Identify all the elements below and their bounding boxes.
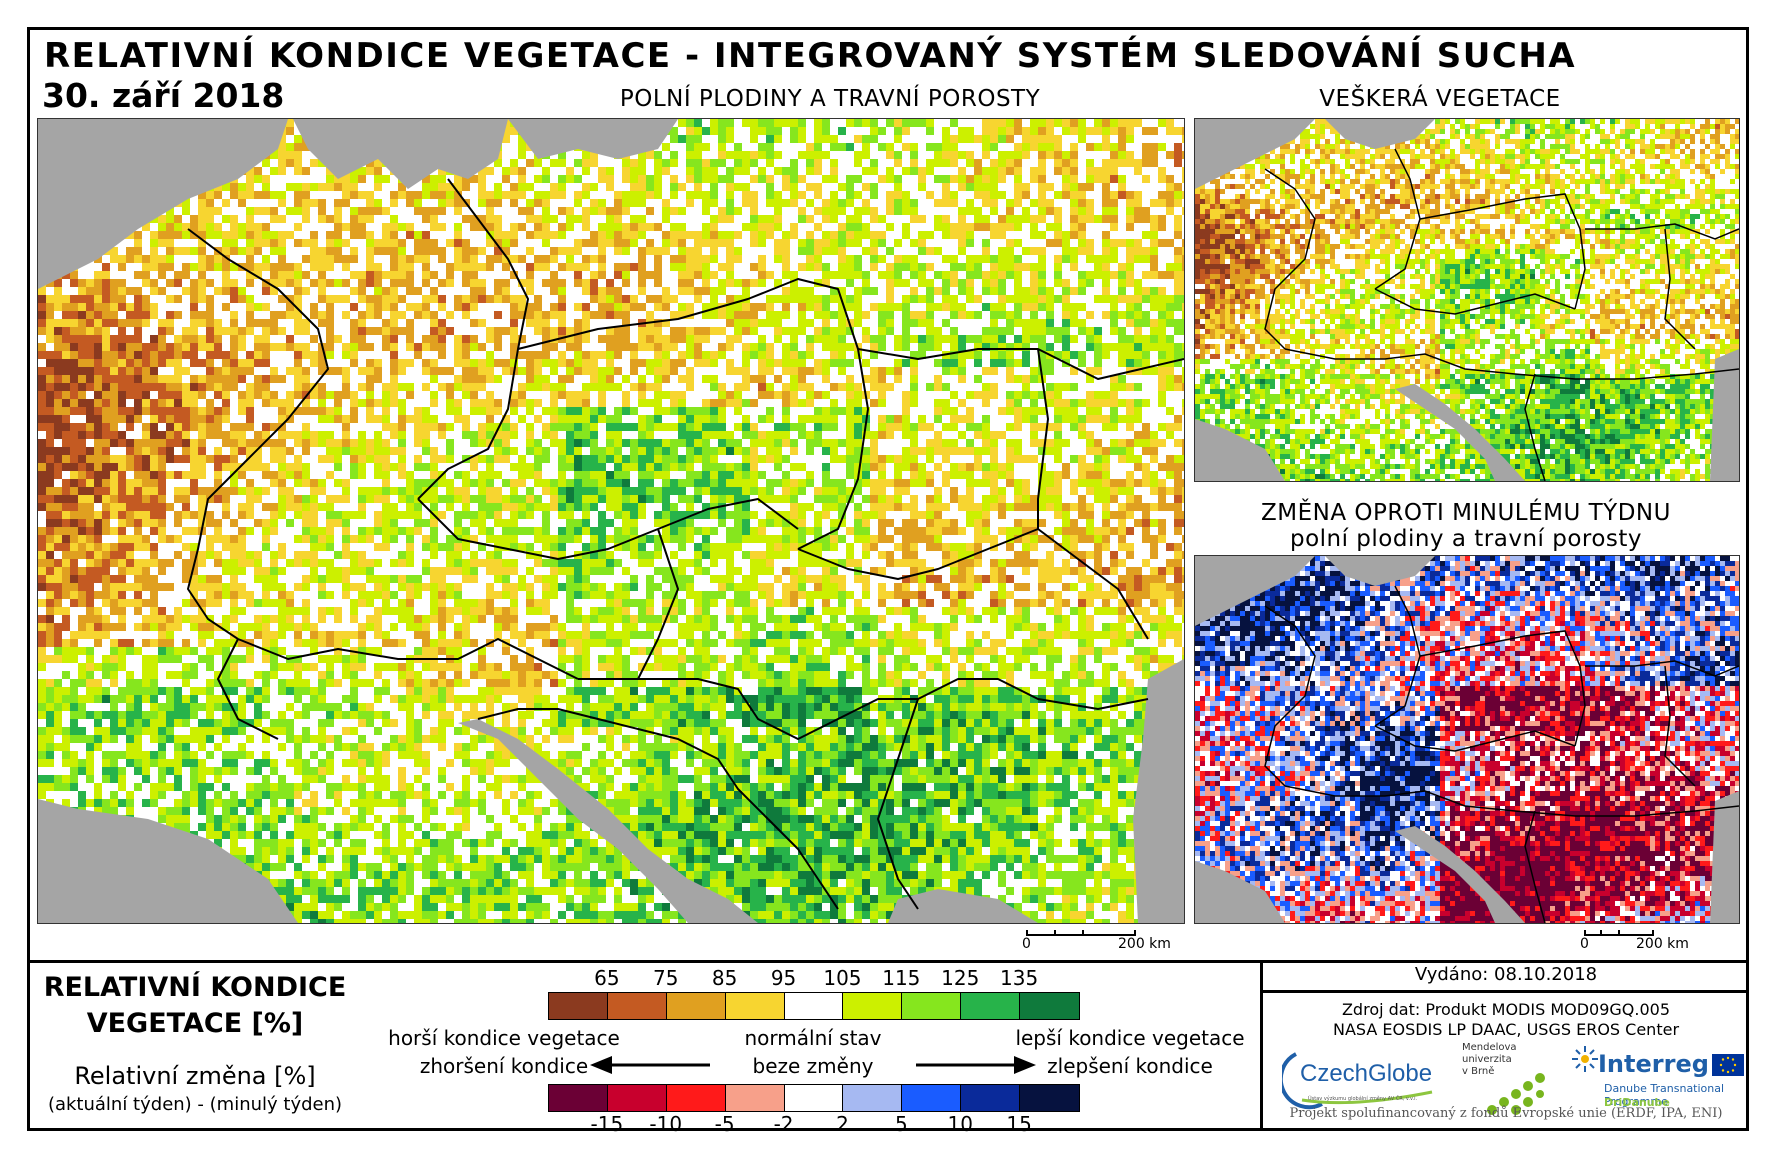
main-map-title: POLNÍ PLODINY A TRAVNÍ POROSTY [580,86,1080,112]
change-map [1194,555,1740,924]
czechglobe-logo: CzechGlobe Ústav výzkumu globální změny … [1278,1048,1452,1110]
arrow-right-icon [916,1056,1036,1074]
change-tick-label: 15 [1006,1112,1031,1136]
change-swatch [902,1085,962,1111]
change-legend-title: Relativní změna [%] [36,1062,354,1090]
scale-bar-line [1026,930,1136,936]
map-date: 30. září 2018 [42,76,284,115]
better-change-label: zlepšení kondice [1030,1054,1230,1078]
interreg-star-icon [1572,1046,1598,1072]
condition-swatch [725,993,785,1019]
mendel-dots-icon [1487,1073,1545,1115]
main-map [37,118,1185,924]
condition-tick-label: 75 [653,966,678,990]
scale-end-label: 200 km [1636,936,1689,952]
condition-tick-label: 85 [712,966,737,990]
change-map-subtitle: polní plodiny a travní porosty [1194,526,1738,552]
change-swatch [784,1085,844,1111]
condition-swatch [843,993,903,1019]
all-vegetation-map [1194,118,1740,482]
change-swatch [843,1085,903,1111]
condition-tick-label: 65 [594,966,619,990]
data-source-line2: NASA EOSDIS LP DAAC, USGS EROS Center [1263,1020,1749,1039]
condition-swatch [666,993,726,1019]
worse-condition-label: horší kondice vegetace [384,1026,624,1050]
legend-title-line2: VEGETACE [%] [36,1008,354,1039]
all-vegetation-map-title: VEŠKERÁ VEGETACE [1215,86,1665,112]
interreg-logo-text: Interreg [1598,1050,1709,1078]
change-tick-label: 5 [895,1112,908,1136]
change-tick-label: -15 [591,1112,624,1136]
change-swatch [961,1085,1020,1111]
mendel-university-logo: Mendelova univerzita v Brně [1462,1042,1552,1116]
condition-swatch [961,993,1020,1019]
funding-note: Projekt spolufinancovaný z fondů Evropsk… [1263,1106,1749,1121]
figure-frame: RELATIVNÍ KONDICE VEGETACE - INTEGROVANÝ… [27,27,1749,1136]
main-map-raster [38,119,1184,923]
legend-divider [30,960,1746,963]
czechglobe-logo-text: CzechGlobe [1300,1060,1432,1088]
dridanube-logo-text: DriDanube [1604,1096,1670,1109]
scale-end-label: 200 km [1118,936,1171,952]
condition-swatch [1020,993,1079,1019]
change-swatch [725,1085,785,1111]
condition-tick-label: 135 [1000,966,1038,990]
arrow-left-icon [590,1056,710,1074]
czechglobe-logo-subtext: Ústav výzkumu globální změny AV ČR, v.v.… [1308,1096,1417,1102]
change-swatch [666,1085,726,1111]
better-condition-label: lepší kondice vegetace [1010,1026,1250,1050]
condition-swatch [549,993,608,1019]
interreg-logo-subtext: Danube Transnational Programme [1604,1082,1748,1108]
condition-tick-label: 115 [882,966,920,990]
condition-colorbar [548,992,1080,1020]
change-swatch [607,1085,667,1111]
condition-swatch [902,993,962,1019]
mendel-logo-line1: Mendelova [1462,1042,1517,1053]
normal-state-label: normální stav [713,1026,913,1050]
data-source-line1: Zdroj dat: Produkt MODIS MOD09GQ.005 [1263,1000,1749,1019]
main-scale-bar: 0 200 km [1020,926,1220,954]
mendel-logo-line2: univerzita [1462,1054,1512,1065]
change-tick-label: -2 [774,1112,794,1136]
interreg-logo: Interreg Danube Transnational Programme … [1570,1042,1748,1118]
change-map-title: ZMĚNA OPROTI MINULÉMU TÝDNU [1194,500,1738,526]
no-change-label: beze změny [713,1054,913,1078]
change-map-raster [1195,556,1739,923]
all-vegetation-map-raster [1195,119,1739,481]
scale-start-label: 0 [1022,936,1031,952]
change-tick-label: 10 [947,1112,972,1136]
legend-title-line1: RELATIVNÍ KONDICE [36,972,354,1003]
change-colorbar [548,1084,1080,1112]
change-tick-label: 2 [836,1112,849,1136]
info-divider [1260,960,1263,1128]
issued-date: Vydáno: 08.10.2018 [1263,964,1749,985]
eu-flag-icon [1712,1054,1744,1076]
issued-divider [1263,990,1749,993]
change-tick-label: -5 [715,1112,735,1136]
czechglobe-swoosh-icon [1278,1052,1433,1110]
worse-change-label: zhoršení kondice [384,1054,624,1078]
condition-swatch [784,993,844,1019]
scale-start-label: 0 [1580,936,1589,952]
change-swatch [549,1085,608,1111]
page-title: RELATIVNÍ KONDICE VEGETACE - INTEGROVANÝ… [44,36,1576,76]
change-swatch [1020,1085,1079,1111]
condition-tick-label: 95 [771,966,796,990]
mendel-logo-line3: v Brně [1462,1066,1494,1077]
condition-tick-label: 125 [941,966,979,990]
change-legend-formula: (aktuální týden) - (minulý týden) [36,1094,354,1115]
condition-tick-label: 105 [823,966,861,990]
condition-swatch [607,993,667,1019]
change-tick-label: -10 [649,1112,682,1136]
change-scale-bar: 0 200 km [1578,926,1738,954]
